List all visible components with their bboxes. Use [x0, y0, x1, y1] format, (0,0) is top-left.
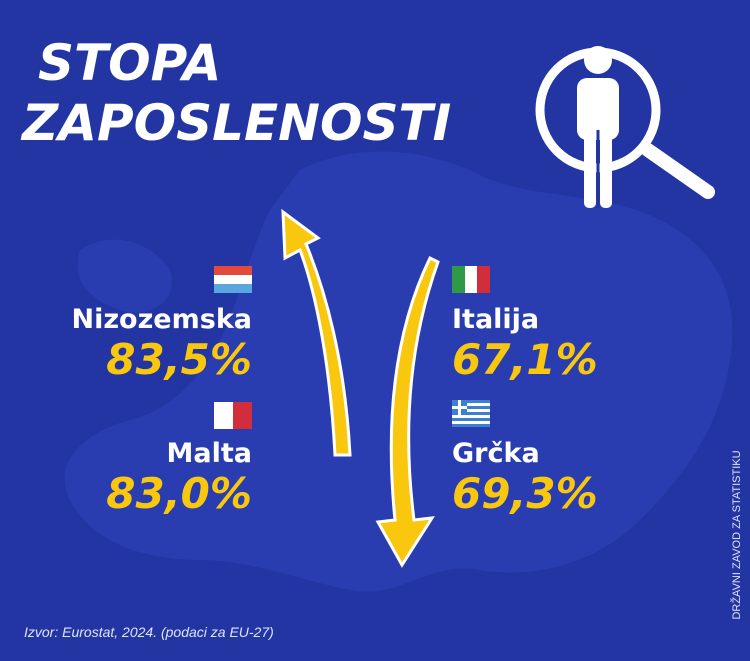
source: Izvor: Eurostat, 2024. (podaci za EU-27): [24, 624, 274, 640]
country-name: Nizozemska: [71, 304, 252, 335]
rate-value: 67,1%: [452, 335, 598, 384]
arrows: [281, 208, 440, 568]
flag-malta: [214, 402, 252, 429]
magnifier-icon: [535, 46, 715, 208]
credit: DRŽAVNI ZAVOD ZA STATISTIKU: [730, 450, 743, 619]
flag-greece: [452, 400, 490, 427]
country-name: Grčka: [452, 438, 540, 469]
title-line: ZAPOSLENOSTI: [20, 94, 451, 152]
title-line: STOPA: [38, 34, 221, 92]
flag-netherlands: [214, 266, 252, 293]
rate-value: 83,0%: [106, 469, 252, 518]
flag-italy: [452, 266, 490, 293]
country-name: Malta: [167, 438, 252, 469]
country-name: Italija: [452, 304, 539, 335]
rate-value: 69,3%: [452, 469, 598, 518]
rate-value: 83,5%: [106, 335, 252, 384]
